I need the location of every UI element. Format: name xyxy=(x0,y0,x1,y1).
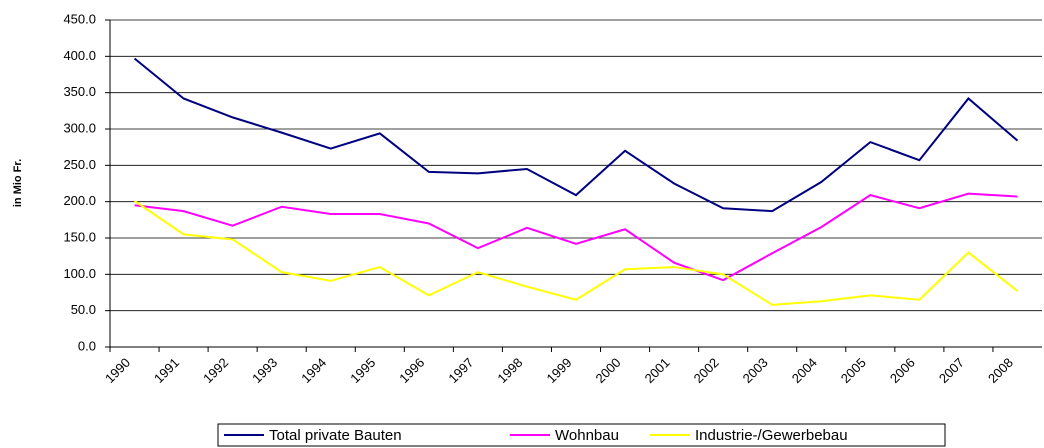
y-tick-label: 250.0 xyxy=(63,157,96,172)
legend-box xyxy=(217,423,946,447)
x-tick-label: 2007 xyxy=(936,355,967,386)
x-tick-label: 1998 xyxy=(494,355,525,386)
x-tick-label: 2001 xyxy=(642,355,673,386)
x-tick-label: 1994 xyxy=(298,355,329,386)
x-tick-label: 2008 xyxy=(985,355,1016,386)
x-tick-label: 1995 xyxy=(347,355,378,386)
x-tick-label: 1997 xyxy=(445,355,476,386)
x-tick-label: 1993 xyxy=(249,355,280,386)
y-tick-label: 100.0 xyxy=(63,266,96,281)
x-tick-label: 2002 xyxy=(691,355,722,386)
x-tick-label: 1999 xyxy=(543,355,574,386)
x-tick-label: 1992 xyxy=(200,355,231,386)
series-line xyxy=(133,200,1019,306)
legend-label: Wohnbau xyxy=(555,427,619,444)
series-line xyxy=(134,192,1018,282)
legend-label: Total private Bauten xyxy=(269,427,402,444)
x-tick-label: 1990 xyxy=(102,355,133,386)
x-tick-label: 2003 xyxy=(740,355,771,386)
series-line xyxy=(133,57,1019,213)
y-axis-title: in Mio Fr. xyxy=(12,159,24,207)
x-tick-label: 1991 xyxy=(151,355,182,386)
y-tick-label: 200.0 xyxy=(63,193,96,208)
x-tick-label: 2004 xyxy=(789,355,820,386)
y-tick-label: 300.0 xyxy=(63,120,96,135)
y-tick-label: 400.0 xyxy=(63,48,96,63)
y-tick-label: 150.0 xyxy=(63,229,96,244)
legend-label: Industrie-/Gewerbebau xyxy=(695,427,848,444)
x-tick-label: 2005 xyxy=(838,355,869,386)
y-tick-label: 450.0 xyxy=(63,11,96,26)
y-tick-label: 50.0 xyxy=(71,302,96,317)
x-tick-label: 2000 xyxy=(593,355,624,386)
y-tick-label: 350.0 xyxy=(63,84,96,99)
x-tick-label: 2006 xyxy=(887,355,918,386)
y-tick-label: 0.0 xyxy=(78,338,96,353)
x-tick-label: 1996 xyxy=(396,355,427,386)
